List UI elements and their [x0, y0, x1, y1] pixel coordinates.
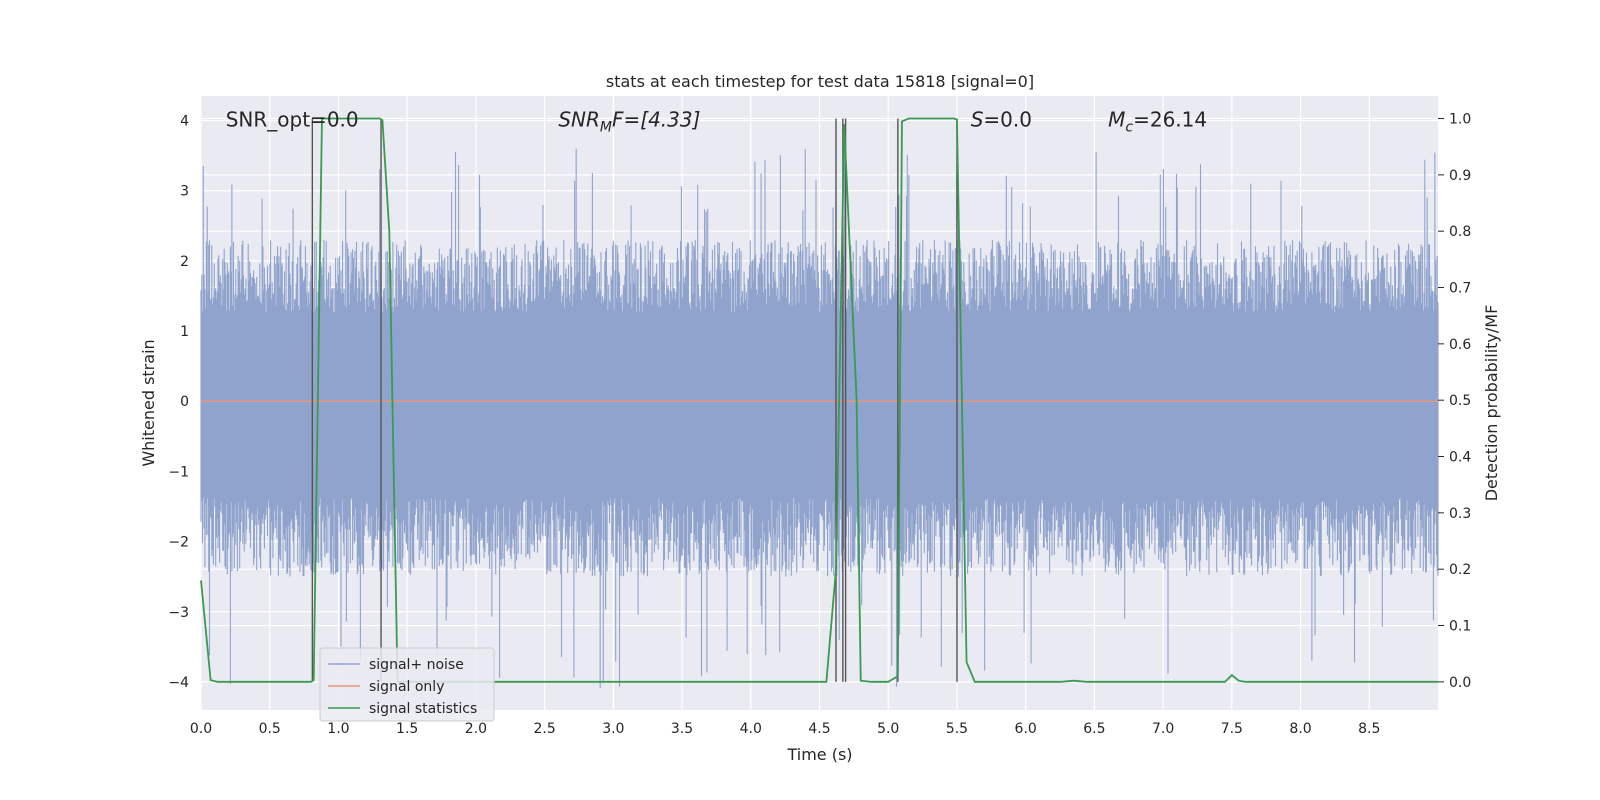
y2-tick-label-10: 0.0: [1449, 675, 1471, 691]
x-tick-label-17: 8.5: [1358, 721, 1380, 737]
x-tick-label-9: 4.5: [808, 721, 830, 737]
series-signal-statistics: [200, 117, 1438, 683]
annotation-2: S=0.0: [971, 108, 1032, 132]
signal-statistics-line: [200, 117, 1438, 683]
y2-tick-label-2: 0.8: [1449, 224, 1471, 240]
x-axis-ticks: 0.0 0.5 1.0 1.5 2.0 2.5 3.0 3.5 4.0 4.5 5.0 5.5 6.0 6…: [190, 721, 1381, 737]
y-tick-label-5: −1: [168, 464, 189, 480]
y2-tick-label-1: 0.9: [1449, 168, 1471, 184]
x-tick-label-15: 7.5: [1221, 721, 1243, 737]
annotation-1: SNRMF=[4.33]: [558, 108, 700, 136]
y2-tick-label-7: 0.3: [1449, 506, 1471, 522]
y2-tick-label-3: 0.7: [1449, 281, 1471, 297]
x-tick-label-13: 6.5: [1083, 721, 1105, 737]
x-tick-label-6: 3.0: [602, 721, 624, 737]
legend-label-signal-statistics: signal statistics: [369, 701, 477, 717]
x-tick-label-12: 6.0: [1015, 721, 1037, 737]
annotation-0: SNR_opt=0.0: [226, 108, 359, 132]
legend-label-signal-noise: signal+ noise: [369, 657, 464, 673]
x-tick-label-2: 1.0: [327, 721, 349, 737]
x-tick-label-3: 1.5: [396, 721, 418, 737]
x-tick-label-11: 5.5: [946, 721, 968, 737]
y-tick-label-1: 3: [180, 184, 189, 200]
y-tick-label-4: 0: [180, 394, 189, 410]
x-tick-label-4: 2.0: [465, 721, 487, 737]
x-tick-label-7: 3.5: [671, 721, 693, 737]
y-tick-label-8: −4: [168, 675, 189, 691]
series-signal-noise: [200, 148, 1439, 689]
legend-box: [319, 647, 495, 722]
y-tick-label-0: 4: [180, 114, 189, 130]
y2-tick-label-8: 0.2: [1449, 562, 1471, 578]
x-tick-label-8: 4.0: [740, 721, 762, 737]
noise-trace: [200, 148, 1439, 689]
y2-tick-label-4: 0.6: [1449, 337, 1471, 353]
annotation-3: Mc=26.14: [1108, 108, 1207, 136]
y2-axis-ticks: 1.0 0.9 0.8 0.7 0.6 0.5 0.4 0.3 0.2 0.1 0.0: [1438, 112, 1471, 691]
y-tick-label-7: −3: [168, 605, 189, 621]
y2-tick-label-9: 0.1: [1449, 619, 1471, 635]
y-tick-label-6: −2: [168, 535, 189, 551]
y-tick-label-2: 2: [180, 254, 189, 270]
legend-label-signal-only: signal only: [369, 679, 444, 695]
y-axis-label: Whitened strain: [139, 339, 158, 466]
x-tick-label-10: 5.0: [877, 721, 899, 737]
y2-axis-label: Detection probability/MF: [1482, 305, 1501, 502]
annotations: SNR_opt=0.0 SNRMF=[4.33] S=0.0 Mc=26.14: [226, 108, 1207, 136]
x-tick-label-5: 2.5: [533, 721, 555, 737]
x-tick-label-0: 0.0: [190, 721, 212, 737]
chart-title: stats at each timestep for test data 158…: [606, 72, 1034, 91]
x-tick-label-1: 0.5: [259, 721, 281, 737]
y2-tick-label-5: 0.5: [1449, 393, 1471, 409]
x-axis-label: Time (s): [786, 745, 852, 764]
x-tick-label-14: 7.0: [1152, 721, 1174, 737]
x-tick-label-16: 8.0: [1289, 721, 1311, 737]
y-tick-label-3: 1: [180, 324, 189, 340]
y2-tick-label-6: 0.4: [1449, 450, 1471, 466]
y-axis-ticks: 4 3 2 1 0 −1 −2 −3 −4: [168, 114, 189, 691]
y2-tick-label-0: 1.0: [1449, 112, 1471, 128]
legend: signal+ noise signal only signal statist…: [319, 647, 495, 722]
